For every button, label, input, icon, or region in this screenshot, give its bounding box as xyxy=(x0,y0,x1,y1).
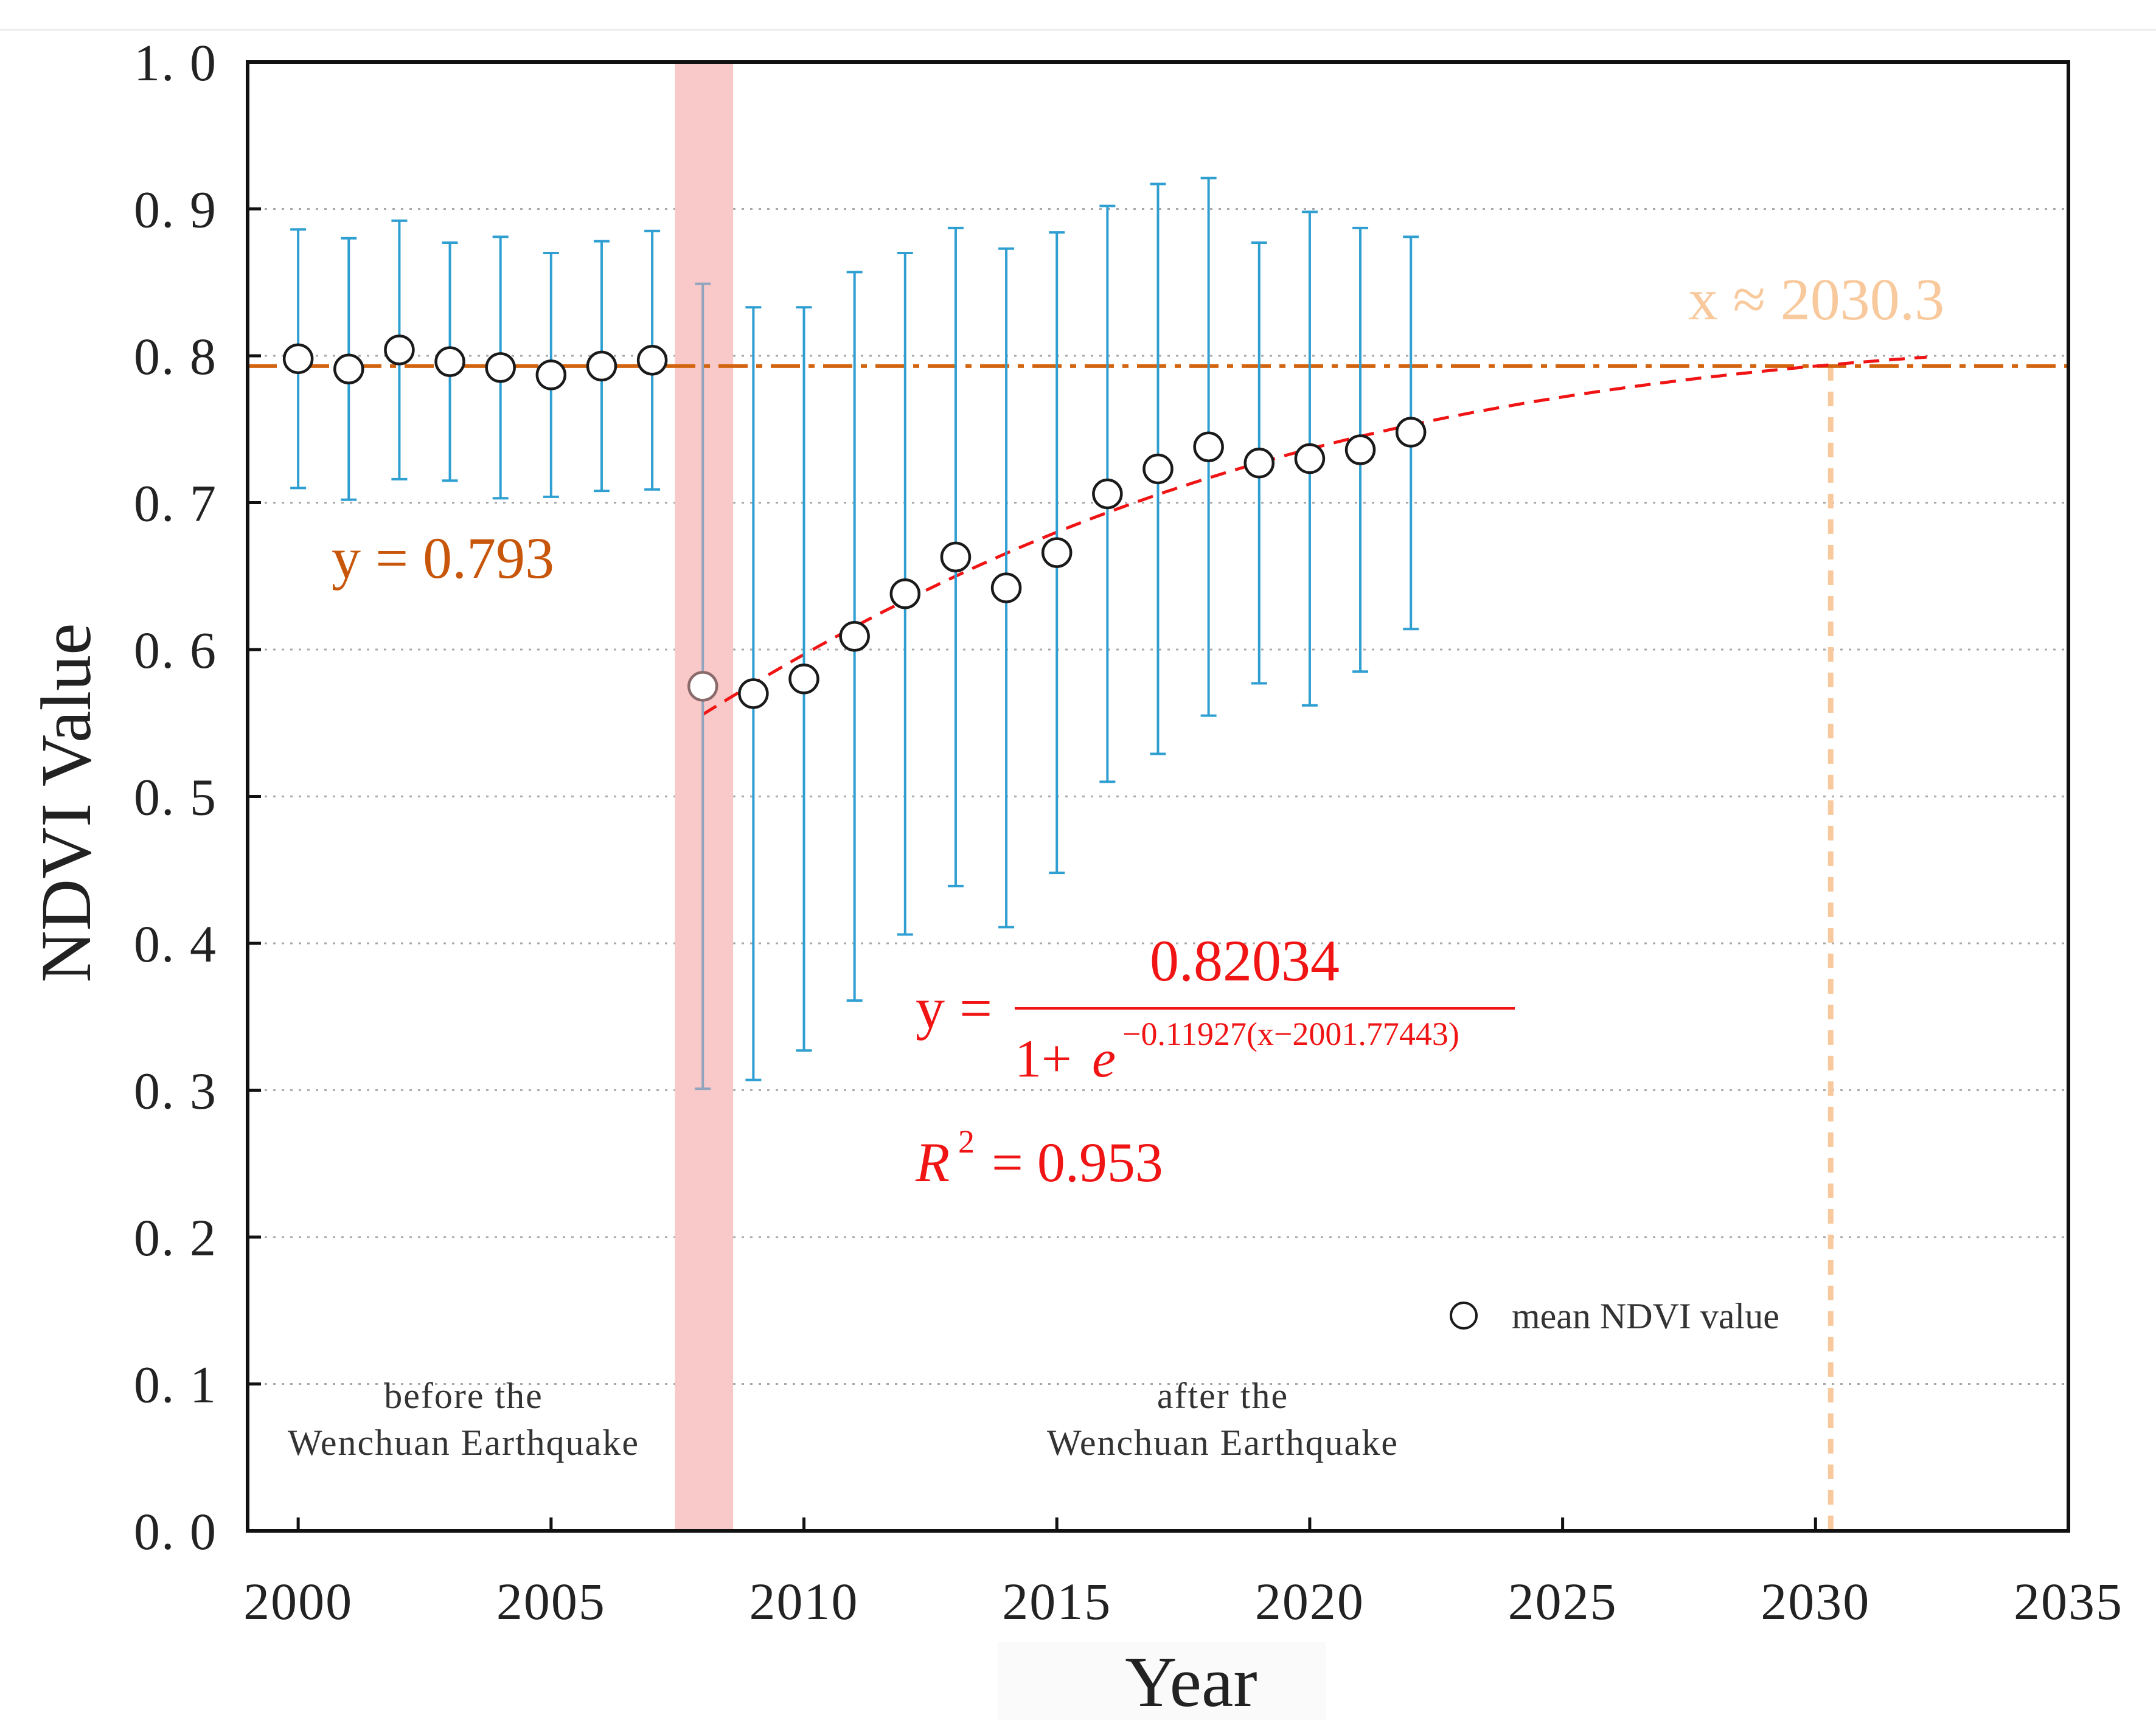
data-point-2020 xyxy=(1294,443,1326,474)
y-tick-label-10: 1. 0 xyxy=(134,33,217,92)
fit-equation-numerator: 0.82034 xyxy=(1150,928,1340,993)
legend-label: mean NDVI value xyxy=(1512,1296,1779,1336)
data-point-2011 xyxy=(839,621,870,652)
data-point-2007 xyxy=(636,344,668,376)
y-tick-label-6: 0. 6 xyxy=(134,621,217,679)
y-axis-label: NDVI Value xyxy=(26,623,106,983)
x-tick-label-3: 2015 xyxy=(1002,1572,1111,1631)
region-label-after-line2: Wenchuan Earthquake xyxy=(1047,1423,1399,1463)
r-squared-superscript: 2 xyxy=(958,1123,975,1160)
data-point-2021 xyxy=(1344,434,1376,465)
fit-equation-denominator-e: e xyxy=(1092,1030,1116,1089)
y-tick-label-2: 0. 2 xyxy=(134,1209,217,1267)
data-point-2000 xyxy=(282,343,314,375)
x-tick-label-7: 2035 xyxy=(2014,1572,2123,1631)
x-tick-label-5: 2025 xyxy=(1508,1572,1618,1631)
y-tick-label-4: 0. 4 xyxy=(134,915,217,973)
data-point-2013 xyxy=(940,541,972,573)
data-point-2006 xyxy=(586,350,617,382)
data-point-2010 xyxy=(788,664,819,695)
region-label-before-line2: Wenchuan Earthquake xyxy=(288,1423,639,1463)
data-point-2004 xyxy=(485,352,516,383)
y-tick-label-8: 0. 8 xyxy=(134,327,217,386)
data-point-2014 xyxy=(990,572,1022,603)
x-tick-labels: 2000 2005 2010 2015 2020 2025 2030 2035 xyxy=(243,1572,2123,1631)
r-squared-symbol: R xyxy=(915,1131,950,1193)
data-point-2001 xyxy=(333,353,364,384)
y-tick-label-0: 0. 0 xyxy=(134,1502,217,1561)
data-point-2022 xyxy=(1395,417,1427,448)
data-point-2018 xyxy=(1193,431,1224,462)
fit-equation-lhs: y = xyxy=(916,976,992,1041)
data-point-2015 xyxy=(1041,537,1073,568)
data-point-2019 xyxy=(1243,448,1275,479)
data-point-2008 xyxy=(687,671,718,702)
x-axis-label-backdrop xyxy=(998,1642,1326,1720)
x-axis-label: Year xyxy=(1125,1642,1257,1720)
fit-equation: y = 0.82034 1+ e −0.11927(x−2001.77443) xyxy=(916,928,1515,1089)
y-tick-label-5: 0. 5 xyxy=(134,768,217,827)
y-tick-label-9: 0. 9 xyxy=(134,181,217,239)
x-tick-label-2: 2010 xyxy=(749,1572,859,1631)
axis-ticks xyxy=(248,60,2070,1533)
x-tick-label-1: 2005 xyxy=(496,1572,606,1631)
data-point-2016 xyxy=(1092,478,1123,510)
region-label-before-line1: before the xyxy=(384,1376,543,1416)
x-tick-label-6: 2030 xyxy=(1761,1572,1870,1631)
x-tick-label-0: 2000 xyxy=(243,1572,353,1631)
gridlines xyxy=(248,208,2068,1385)
data-point-2002 xyxy=(384,335,415,366)
earthquake-band xyxy=(675,64,734,1529)
data-point-2017 xyxy=(1142,453,1174,485)
fit-equation-denominator-base: 1+ xyxy=(1015,1030,1072,1089)
fit-equation-exponent: −0.11927(x−2001.77443) xyxy=(1122,1016,1459,1052)
data-point-2005 xyxy=(535,359,567,390)
x-tick-label-4: 2020 xyxy=(1255,1572,1365,1631)
region-label-after-line1: after the xyxy=(1157,1376,1288,1416)
intersection-label: x ≈ 2030.3 xyxy=(1688,267,1944,333)
y-tick-label-1: 0. 1 xyxy=(134,1356,217,1414)
y-tick-labels: 0. 0 0. 1 0. 2 0. 3 0. 4 0. 5 0. 6 0. 7 0. 8 0. 9… xyxy=(134,33,217,1561)
legend-marker xyxy=(1450,1302,1478,1330)
baseline-equation: y = 0.793 xyxy=(332,525,554,591)
r-squared-value: = 0.953 xyxy=(992,1131,1163,1193)
data-point-2012 xyxy=(889,578,921,609)
data-point-2003 xyxy=(434,346,465,377)
y-tick-label-3: 0. 3 xyxy=(134,1062,217,1120)
data-point-2009 xyxy=(738,678,769,709)
y-tick-label-7: 0. 7 xyxy=(134,474,217,533)
data-points xyxy=(282,335,1427,709)
r-squared: R 2 = 0.953 xyxy=(915,1123,1163,1193)
